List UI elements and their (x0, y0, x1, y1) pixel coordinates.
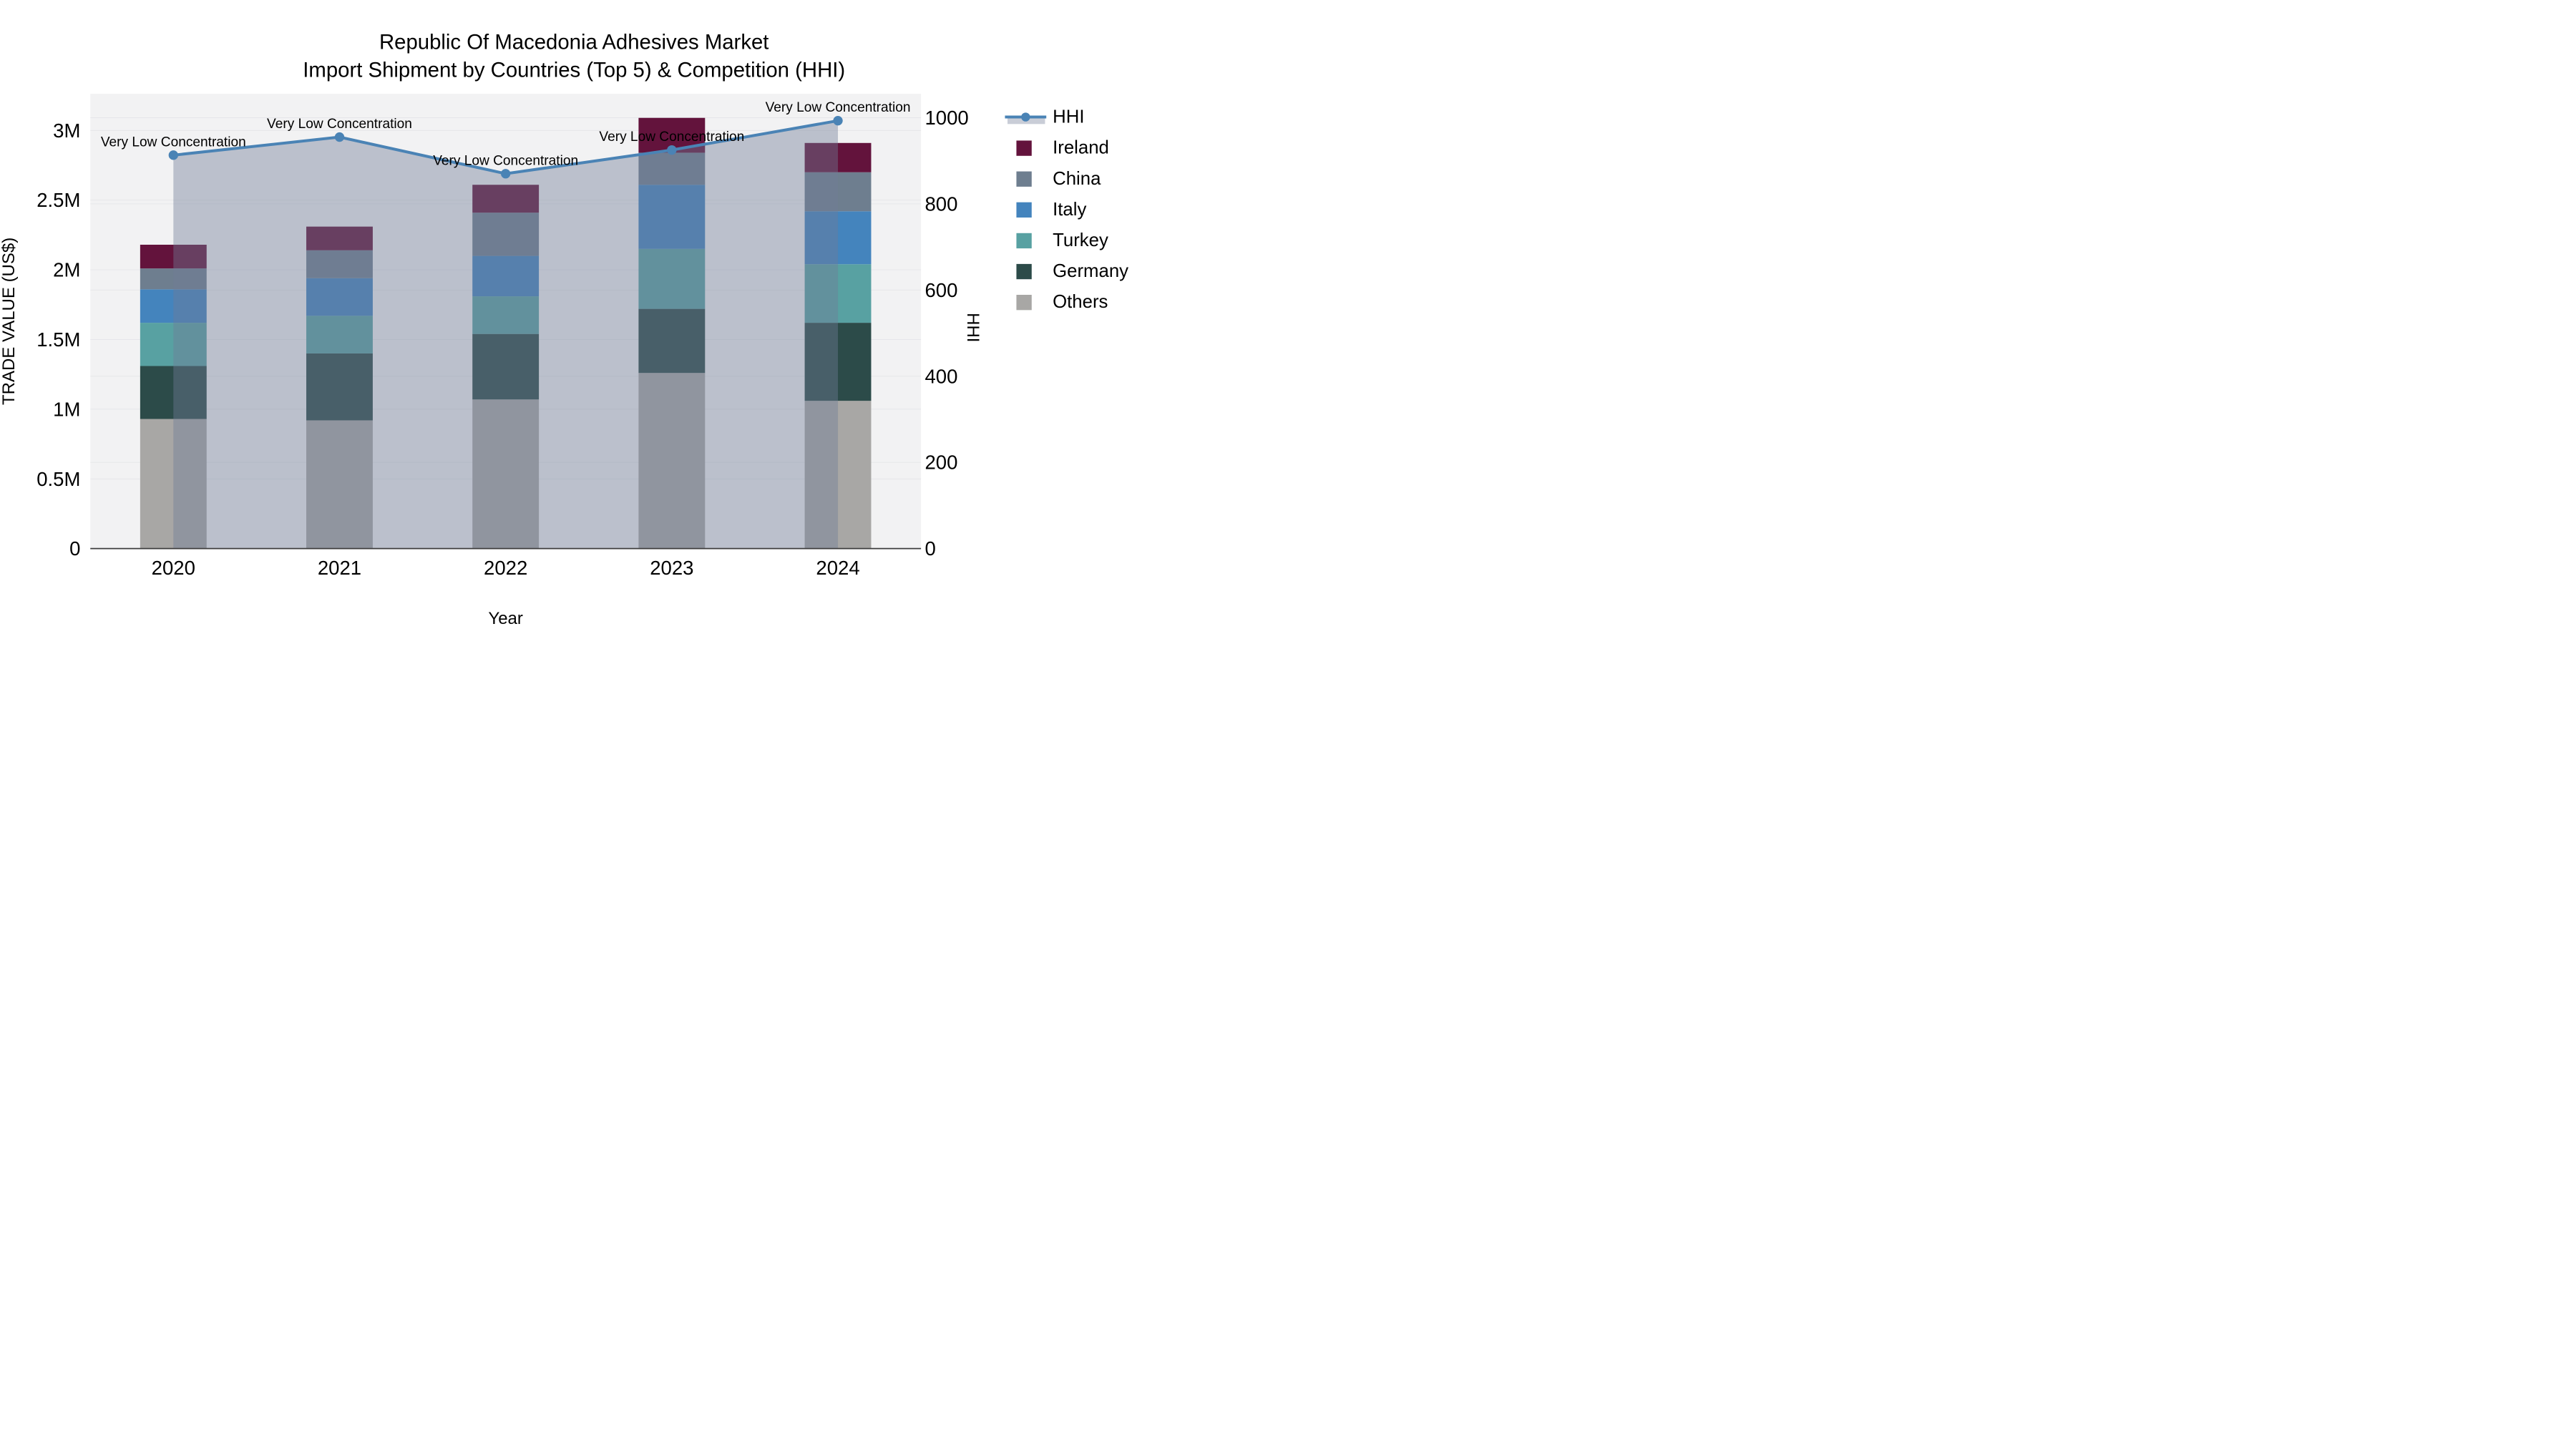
right-axis-tick-400: 400 (924, 365, 957, 387)
x-axis-tick-labels: 2020 2021 2022 2023 2024 (152, 557, 860, 579)
x-axis-tick-2024: 2024 (816, 557, 859, 579)
left-axis-tick-0.5M: 0.5M (36, 468, 80, 490)
legend-label-others: Others (1053, 292, 1108, 312)
legend-swatch-others (1016, 295, 1032, 311)
legend-label-hhi: HHI (1053, 107, 1084, 127)
bar-segment-others-2021[interactable] (306, 420, 373, 549)
hhi-marker-2021[interactable] (334, 132, 345, 142)
right-axis-tick-0: 0 (924, 537, 935, 560)
hhi-area-polygon (173, 120, 839, 549)
bar-segment-turkey-2021[interactable] (306, 316, 373, 353)
legend-swatch-turkey (1016, 233, 1032, 249)
annotation-2021: Very Low Concentration (267, 117, 412, 132)
x-axis-tick-2022: 2022 (484, 557, 527, 579)
hhi-marker-2022[interactable] (501, 169, 511, 179)
bar-segment-china-2020[interactable] (140, 268, 207, 290)
stacked-bars (140, 117, 872, 549)
legend-item-hhi[interactable]: HHI (1005, 107, 1084, 127)
bar-group-2024 (804, 142, 872, 549)
bar-segment-italy-2021[interactable] (306, 278, 373, 316)
hhi-marker-2024[interactable] (833, 115, 843, 126)
bar-segment-germany-2022[interactable] (472, 333, 540, 400)
bar-segment-china-2021[interactable] (306, 250, 373, 278)
hhi-marker-2023[interactable] (667, 145, 677, 155)
right-axis-title: HHI (963, 313, 982, 342)
left-axis-tick-2.5M: 2.5M (36, 189, 80, 211)
annotation-2024: Very Low Concentration (766, 100, 911, 115)
bar-segment-turkey-2024[interactable] (804, 264, 872, 323)
legend-item-china[interactable]: China (1016, 169, 1101, 189)
bar-segment-ireland-2021[interactable] (306, 226, 373, 250)
bar-segment-germany-2023[interactable] (638, 308, 706, 374)
legend-swatch-germany (1016, 263, 1032, 280)
annotations: Very Low Concentration Very Low Concentra… (101, 100, 911, 168)
annotation-2022: Very Low Concentration (433, 153, 578, 168)
bar-group-2023 (638, 117, 706, 549)
annotation-2020: Very Low Concentration (101, 135, 246, 150)
legend-swatch-ireland (1016, 140, 1032, 156)
hhi-marker-2020[interactable] (168, 150, 178, 160)
legend-label-turkey: Turkey (1053, 230, 1108, 250)
x-axis-tick-2020: 2020 (152, 557, 195, 579)
legend-swatch-italy (1016, 202, 1032, 218)
bar-segment-turkey-2020[interactable] (140, 323, 207, 366)
left-axis-title: TRADE VALUE (US$) (0, 238, 19, 405)
legend-hhi-marker-icon (1021, 112, 1030, 122)
right-axis-tick-600: 600 (924, 279, 957, 301)
bar-segment-ireland-2020[interactable] (140, 245, 207, 269)
chart-title-line2: Import Shipment by Countries (Top 5) & C… (303, 59, 845, 82)
right-axis-tick-1000: 1000 (924, 107, 968, 129)
bar-segment-italy-2020[interactable] (140, 289, 207, 323)
bar-group-2021 (306, 226, 373, 549)
right-axis-tick-200: 200 (924, 452, 957, 474)
left-axis-tick-0: 0 (69, 537, 80, 560)
legend-swatch-china (1016, 171, 1032, 187)
bar-segment-others-2022[interactable] (472, 399, 540, 549)
legend-item-germany[interactable]: Germany (1016, 261, 1128, 281)
legend-label-china: China (1053, 169, 1101, 189)
annotation-2023: Very Low Concentration (599, 130, 744, 145)
bar-segment-others-2024[interactable] (804, 401, 872, 549)
left-axis-tick-2M: 2M (53, 259, 80, 281)
chart-title-line1: Republic Of Macedonia Adhesives Market (379, 30, 769, 54)
x-axis-tick-2021: 2021 (318, 557, 361, 579)
right-axis-tick-800: 800 (924, 192, 957, 215)
hhi-area-fill (173, 120, 839, 549)
bar-segment-ireland-2024[interactable] (804, 142, 872, 172)
bar-segment-ireland-2022[interactable] (472, 185, 540, 213)
right-axis-tick-labels: 0 200 400 600 800 1000 (924, 107, 968, 560)
combo-chart: 0 0.5M 1M 1.5M 2M 2.5M 3M 0 200 400 600 800 1000 20… (0, 30, 1128, 628)
legend-label-germany: Germany (1053, 261, 1128, 281)
left-axis-tick-1M: 1M (53, 398, 80, 420)
bar-segment-china-2022[interactable] (472, 213, 540, 256)
legend: HHI Ireland China Italy Turkey Germany Others (1005, 107, 1128, 312)
x-axis-tick-2023: 2023 (650, 557, 693, 579)
legend-item-others[interactable]: Others (1016, 292, 1108, 312)
bar-segment-turkey-2022[interactable] (472, 296, 540, 334)
bar-segment-germany-2021[interactable] (306, 353, 373, 421)
bar-segment-china-2023[interactable] (638, 152, 706, 185)
legend-label-ireland: Ireland (1053, 138, 1109, 158)
bar-segment-germany-2020[interactable] (140, 366, 207, 419)
chart-figure: 0 0.5M 1M 1.5M 2M 2.5M 3M 0 200 400 600 800 1000 20… (0, 0, 1145, 644)
left-axis-tick-labels: 0 0.5M 1M 1.5M 2M 2.5M 3M (36, 119, 80, 560)
legend-item-italy[interactable]: Italy (1016, 200, 1086, 220)
bar-group-2020 (140, 245, 207, 549)
bar-segment-others-2023[interactable] (638, 373, 706, 549)
bar-group-2022 (472, 185, 540, 549)
bar-segment-turkey-2023[interactable] (638, 248, 706, 309)
legend-label-italy: Italy (1053, 200, 1086, 220)
legend-item-ireland[interactable]: Ireland (1016, 138, 1109, 158)
hhi-line (168, 115, 843, 179)
bar-segment-germany-2024[interactable] (804, 323, 872, 401)
bar-segment-italy-2022[interactable] (472, 255, 540, 297)
bar-segment-others-2020[interactable] (140, 419, 207, 549)
left-axis-tick-1.5M: 1.5M (36, 328, 80, 351)
bar-segment-italy-2024[interactable] (804, 211, 872, 265)
bar-segment-italy-2023[interactable] (638, 185, 706, 249)
bar-segment-china-2024[interactable] (804, 172, 872, 212)
legend-item-turkey[interactable]: Turkey (1016, 230, 1108, 250)
x-axis-title: Year (488, 609, 523, 628)
left-axis-tick-3M: 3M (53, 119, 80, 142)
